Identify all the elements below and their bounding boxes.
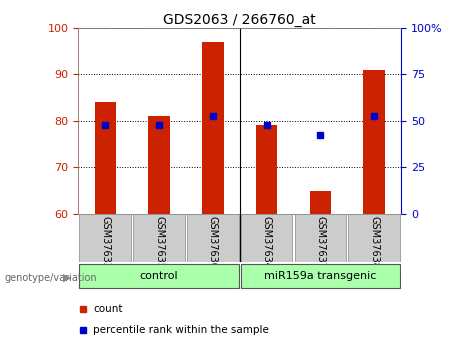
FancyBboxPatch shape xyxy=(349,214,400,262)
Text: count: count xyxy=(93,304,122,314)
Bar xyxy=(363,69,385,214)
Bar xyxy=(256,125,278,214)
FancyBboxPatch shape xyxy=(79,214,131,262)
Text: GSM37637: GSM37637 xyxy=(315,216,325,269)
Text: control: control xyxy=(140,271,178,281)
Bar xyxy=(95,102,116,214)
Text: GSM37636: GSM37636 xyxy=(208,216,218,269)
FancyBboxPatch shape xyxy=(187,214,239,262)
Title: GDS2063 / 266760_at: GDS2063 / 266760_at xyxy=(163,12,316,27)
Text: GSM37634: GSM37634 xyxy=(261,216,272,269)
Bar xyxy=(148,116,170,214)
Text: ▶: ▶ xyxy=(63,273,71,283)
Text: GSM37635: GSM37635 xyxy=(154,216,164,269)
Bar xyxy=(202,41,224,214)
FancyBboxPatch shape xyxy=(241,264,400,288)
Text: GSM37633: GSM37633 xyxy=(100,216,110,269)
FancyBboxPatch shape xyxy=(295,214,346,262)
FancyBboxPatch shape xyxy=(241,214,292,262)
Text: genotype/variation: genotype/variation xyxy=(5,273,97,283)
FancyBboxPatch shape xyxy=(133,214,185,262)
Text: miR159a transgenic: miR159a transgenic xyxy=(264,271,377,281)
Bar xyxy=(310,190,331,214)
Text: GSM37638: GSM37638 xyxy=(369,216,379,269)
FancyBboxPatch shape xyxy=(79,264,239,288)
Text: percentile rank within the sample: percentile rank within the sample xyxy=(93,325,269,335)
